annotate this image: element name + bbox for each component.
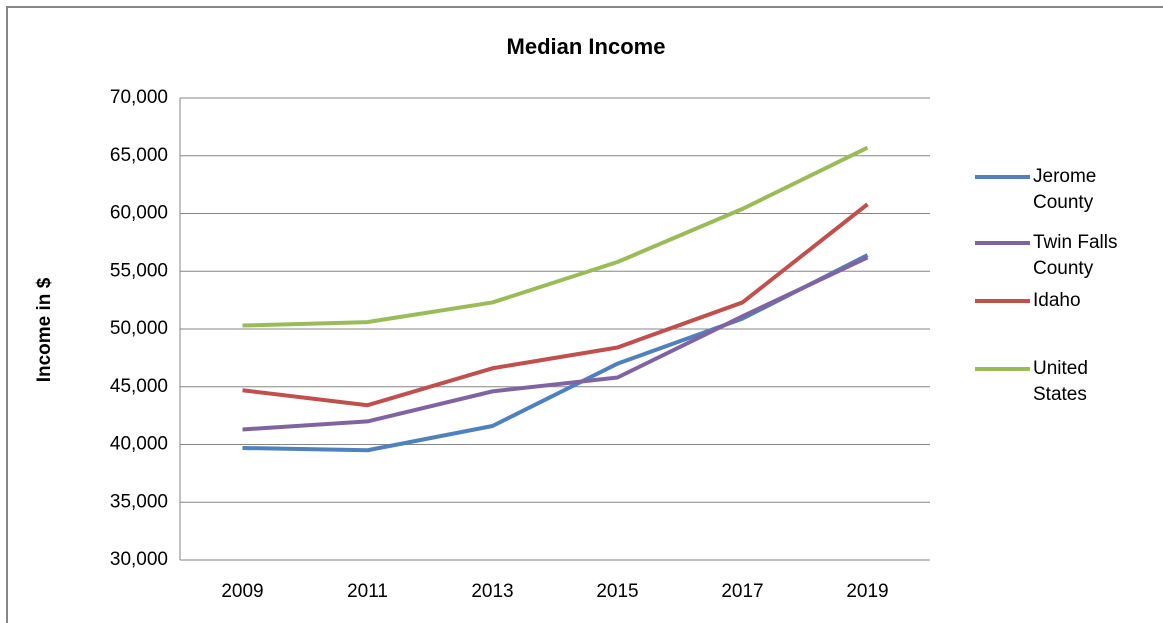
legend-label: United States [1033,358,1088,405]
y-tick-label: 60,000 [110,203,168,224]
y-tick-label: 30,000 [110,549,168,570]
legend-label: Twin Falls County [1033,232,1118,279]
x-tick-label: 2009 [221,581,263,602]
y-tick-label: 65,000 [110,145,168,166]
series-line [242,253,869,453]
x-tick-label: 2017 [721,581,763,602]
y-tick-label: 35,000 [110,491,168,512]
y-tick-label: 50,000 [110,318,168,339]
legend-label: Idaho [1033,290,1081,311]
y-axis-label: Income in $ [34,277,55,382]
series-line [242,255,869,432]
chart-title: Median Income [507,34,666,59]
y-tick-label: 40,000 [110,434,168,455]
chart-border [6,6,1163,623]
x-tick-label: 2015 [596,581,638,602]
legend-label: Jerome County [1033,166,1097,213]
y-tick-label: 55,000 [110,260,168,281]
x-tick-label: 2019 [846,581,888,602]
x-tick-label: 2011 [347,581,388,602]
y-tick-label: 45,000 [110,376,168,397]
series-line [242,202,869,408]
series-line [242,145,869,328]
y-tick-label: 70,000 [110,87,168,108]
x-tick-label: 2013 [471,581,513,602]
